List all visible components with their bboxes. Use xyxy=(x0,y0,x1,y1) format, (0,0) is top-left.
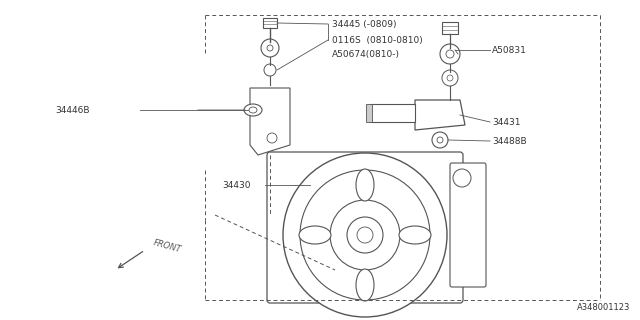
Text: 34431: 34431 xyxy=(492,117,520,126)
FancyBboxPatch shape xyxy=(370,104,415,122)
Circle shape xyxy=(347,217,383,253)
Circle shape xyxy=(330,200,400,270)
Circle shape xyxy=(357,227,373,243)
Text: FRONT: FRONT xyxy=(152,238,182,254)
Polygon shape xyxy=(250,88,290,155)
Circle shape xyxy=(300,170,430,300)
Circle shape xyxy=(447,75,453,81)
Text: 34430: 34430 xyxy=(222,180,250,189)
Text: A50831: A50831 xyxy=(492,45,527,54)
Text: 0116S  (0810-0810): 0116S (0810-0810) xyxy=(332,36,423,44)
Text: 34445 (-0809): 34445 (-0809) xyxy=(332,20,397,28)
Circle shape xyxy=(440,44,460,64)
Circle shape xyxy=(442,70,458,86)
Circle shape xyxy=(432,132,448,148)
Text: A348001123: A348001123 xyxy=(577,303,630,312)
Circle shape xyxy=(437,137,443,143)
FancyBboxPatch shape xyxy=(263,18,277,28)
Circle shape xyxy=(261,39,279,57)
Text: A50674(0810-): A50674(0810-) xyxy=(332,50,400,59)
Ellipse shape xyxy=(244,104,262,116)
Text: 34488B: 34488B xyxy=(492,137,527,146)
FancyBboxPatch shape xyxy=(450,163,486,287)
FancyBboxPatch shape xyxy=(366,104,372,122)
Circle shape xyxy=(267,133,277,143)
Circle shape xyxy=(267,45,273,51)
Ellipse shape xyxy=(299,226,331,244)
Text: 34446B: 34446B xyxy=(55,106,90,115)
Circle shape xyxy=(264,64,276,76)
FancyBboxPatch shape xyxy=(267,152,463,303)
Circle shape xyxy=(446,50,454,58)
Circle shape xyxy=(453,169,471,187)
Ellipse shape xyxy=(356,169,374,201)
FancyBboxPatch shape xyxy=(442,22,458,34)
Ellipse shape xyxy=(356,269,374,301)
Polygon shape xyxy=(415,100,465,130)
Circle shape xyxy=(283,153,447,317)
Ellipse shape xyxy=(399,226,431,244)
Ellipse shape xyxy=(249,107,257,113)
